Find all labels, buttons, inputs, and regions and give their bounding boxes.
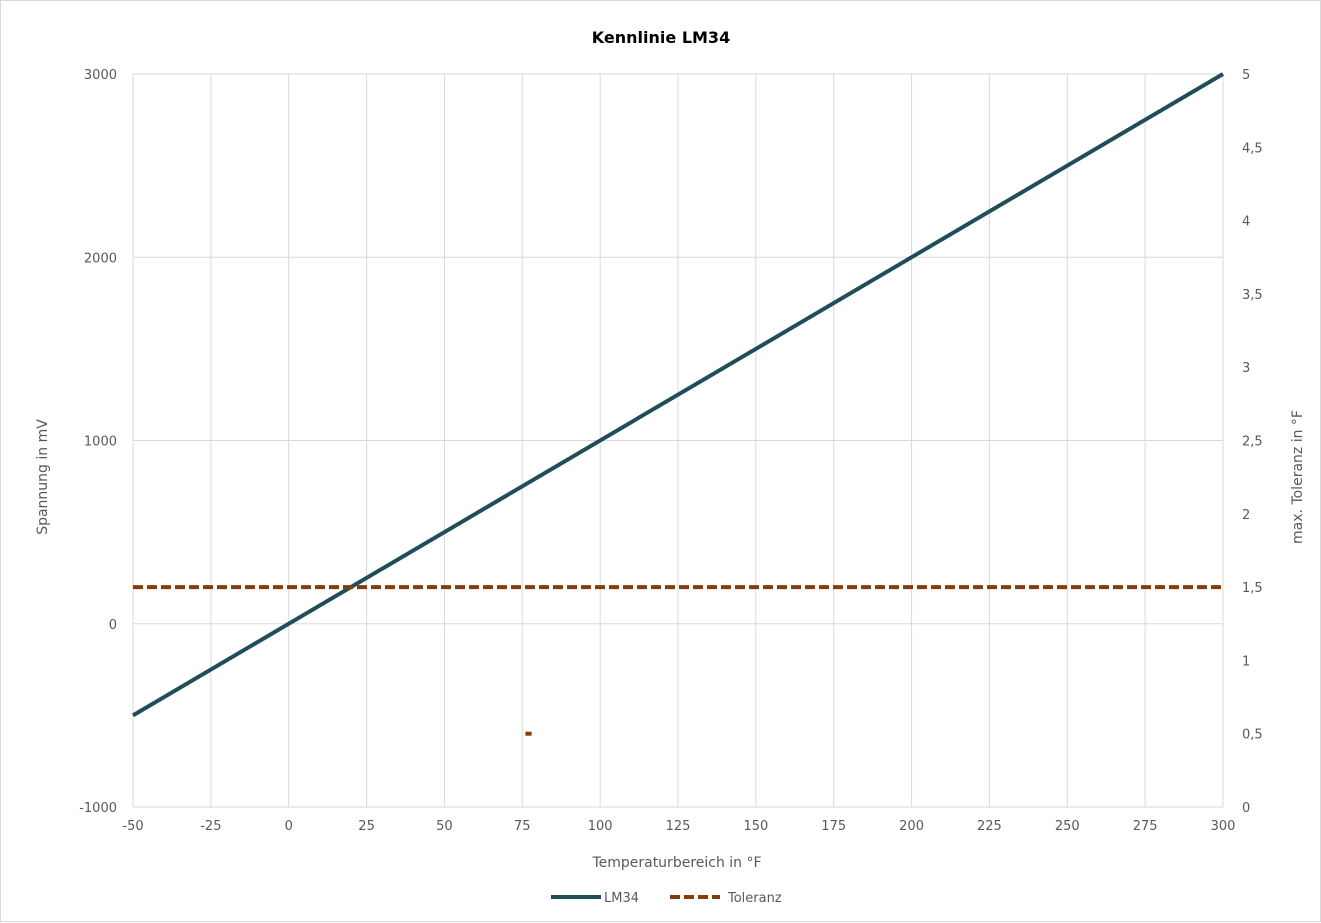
y2-tick-label: 3 [1242, 361, 1250, 376]
x-tick-label: 200 [899, 819, 924, 834]
x-tick-label: 175 [821, 819, 846, 834]
legend-label-toleranz: Toleranz [727, 891, 782, 906]
x-tick-label: 100 [588, 819, 613, 834]
chart-title: Kennlinie LM34 [592, 28, 730, 47]
y2-tick-label: 1 [1242, 654, 1250, 669]
y2-tick-label: 1,5 [1242, 581, 1263, 596]
tick-labels: -50 -25 0 25 50 75 100 125 150 175 200 225 250 275 300… [79, 68, 1262, 834]
gridlines [132, 73, 1224, 808]
y-tick-label: 3000 [84, 68, 117, 83]
y2-tick-label: 0,5 [1242, 728, 1263, 743]
x-tick-label: -25 [200, 819, 221, 834]
y2-tick-label: 4,5 [1242, 141, 1263, 156]
series-lines [131, 72, 1225, 736]
x-axis-label: Temperaturbereich in °F [591, 855, 761, 871]
y2-tick-label: 5 [1242, 68, 1250, 83]
y-tick-label: 2000 [84, 251, 117, 266]
x-tick-label: 0 [285, 819, 293, 834]
legend-label-lm34: LM34 [604, 891, 639, 906]
y2-tick-label: 0 [1242, 801, 1250, 816]
y2-tick-label: 2 [1242, 508, 1250, 523]
legend: LM34 Toleranz [551, 891, 782, 906]
x-tick-label: 250 [1055, 819, 1080, 834]
x-tick-label: 275 [1133, 819, 1158, 834]
y2-tick-label: 4 [1242, 215, 1250, 230]
x-tick-label: 300 [1211, 819, 1236, 834]
x-tick-label: 150 [743, 819, 768, 834]
x-tick-label: 225 [977, 819, 1002, 834]
x-tick-label: 50 [436, 819, 453, 834]
x-tick-label: 25 [358, 819, 375, 834]
x-tick-label: 75 [514, 819, 531, 834]
y-tick-label: -1000 [79, 801, 117, 816]
y2-tick-label: 2,5 [1242, 435, 1263, 450]
y-axis-label: Spannung in mV [35, 419, 51, 535]
y2-tick-label: 3,5 [1242, 288, 1263, 303]
y2-axis-label: max. Toleranz in °F [1290, 410, 1306, 544]
y-tick-label: 1000 [84, 435, 117, 450]
x-tick-label: 125 [666, 819, 691, 834]
y-tick-label: 0 [109, 618, 117, 633]
series-line-0 [131, 72, 1225, 718]
x-tick-label: -50 [122, 819, 143, 834]
